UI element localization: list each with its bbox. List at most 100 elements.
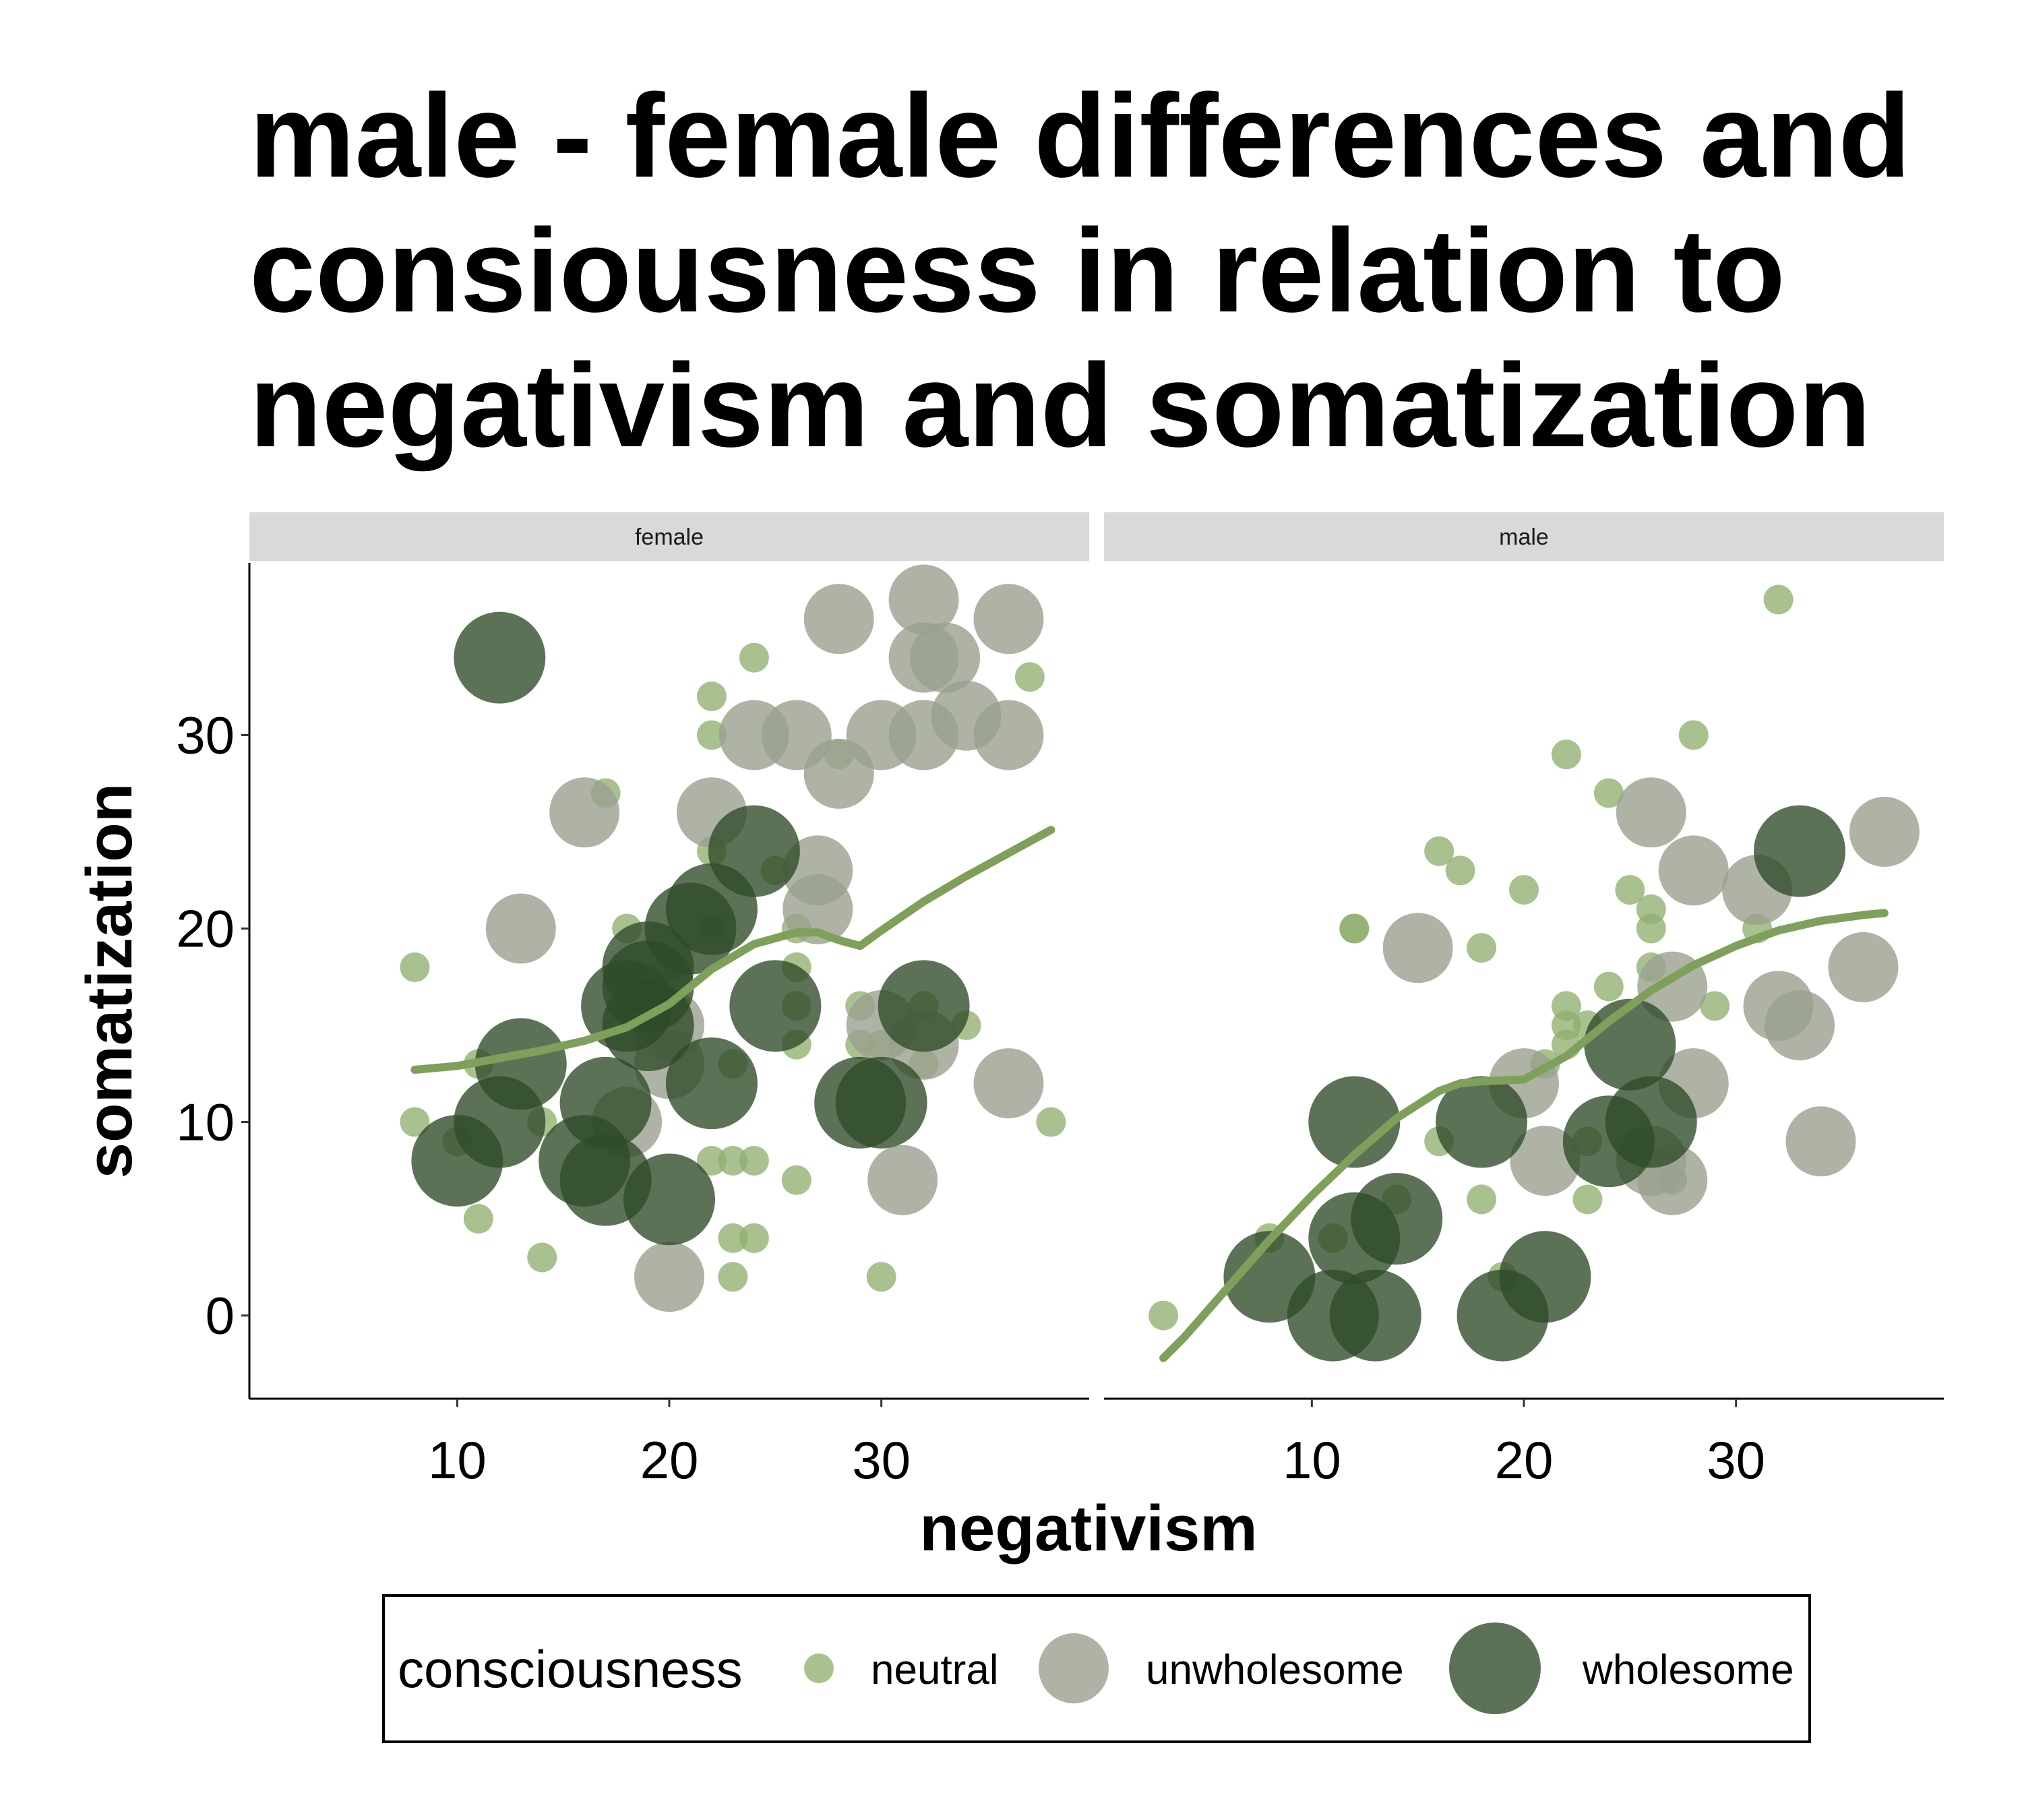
point-neutral bbox=[1445, 855, 1475, 886]
x-tick-label: 30 bbox=[852, 1430, 911, 1490]
strip-male bbox=[1104, 512, 1944, 561]
point-unwholesome bbox=[973, 584, 1044, 655]
point-neutral bbox=[866, 1262, 896, 1292]
point-wholesome bbox=[835, 1056, 927, 1149]
point-wholesome bbox=[1436, 1076, 1528, 1168]
legend-key-neutral bbox=[804, 1654, 834, 1683]
legend-label-unwholesome: unwholesome bbox=[1146, 1647, 1404, 1693]
strip-female bbox=[249, 512, 1089, 561]
point-unwholesome bbox=[1828, 932, 1899, 1002]
point-neutral bbox=[696, 720, 727, 750]
x-tick-label: 10 bbox=[1283, 1430, 1341, 1490]
point-unwholesome bbox=[803, 584, 874, 655]
point-neutral bbox=[1593, 778, 1624, 808]
panel-male: male 10 20 30 bbox=[1104, 512, 1944, 1490]
point-wholesome bbox=[559, 1056, 652, 1149]
point-wholesome bbox=[623, 1153, 715, 1246]
point-wholesome bbox=[1329, 1269, 1421, 1362]
strip-label-female: female bbox=[635, 524, 704, 550]
legend-key-unwholesome bbox=[1039, 1633, 1109, 1703]
point-neutral bbox=[739, 1223, 769, 1253]
x-tick-label: 10 bbox=[428, 1430, 487, 1490]
title-line-3: negativism and somatization bbox=[249, 340, 1871, 472]
point-neutral bbox=[739, 1145, 769, 1176]
point-unwholesome bbox=[888, 564, 959, 635]
strip-label-male: male bbox=[1499, 524, 1549, 550]
y-tick-label: 20 bbox=[176, 899, 235, 959]
point-unwholesome bbox=[1616, 777, 1686, 848]
point-wholesome bbox=[1584, 998, 1676, 1091]
legend-label-wholesome: wholesome bbox=[1582, 1647, 1794, 1693]
point-wholesome bbox=[1351, 1173, 1443, 1265]
legend-title: consciousness bbox=[398, 1639, 743, 1699]
point-unwholesome bbox=[910, 622, 981, 693]
point-neutral bbox=[696, 681, 727, 712]
point-wholesome bbox=[1499, 1231, 1591, 1323]
point-unwholesome bbox=[1382, 913, 1453, 983]
point-neutral bbox=[1148, 1300, 1179, 1331]
point-neutral bbox=[1467, 1184, 1497, 1215]
point-unwholesome bbox=[867, 1145, 938, 1215]
legend-key-wholesome bbox=[1449, 1622, 1541, 1714]
point-neutral bbox=[1572, 1184, 1603, 1215]
point-neutral bbox=[1763, 584, 1794, 615]
point-neutral bbox=[1014, 662, 1045, 692]
point-unwholesome bbox=[549, 777, 620, 848]
point-wholesome bbox=[878, 960, 970, 1052]
point-wholesome bbox=[729, 960, 822, 1052]
point-unwholesome bbox=[485, 893, 556, 964]
point-neutral bbox=[739, 642, 769, 673]
point-unwholesome bbox=[1849, 796, 1920, 867]
point-neutral bbox=[400, 1107, 430, 1137]
point-wholesome bbox=[411, 1114, 503, 1207]
point-unwholesome bbox=[783, 874, 853, 944]
point-wholesome bbox=[454, 611, 546, 704]
point-neutral bbox=[1636, 913, 1666, 944]
point-neutral bbox=[1509, 875, 1539, 905]
smooth-line bbox=[410, 826, 1055, 1074]
point-neutral bbox=[1467, 933, 1497, 963]
point-neutral bbox=[781, 1165, 811, 1195]
point-wholesome bbox=[1754, 805, 1846, 897]
panel-female: female 10 20 30 0 10 20 30 bbox=[176, 512, 1089, 1490]
point-neutral bbox=[527, 1242, 557, 1273]
point-neutral bbox=[1551, 739, 1581, 770]
point-neutral bbox=[1424, 836, 1454, 866]
point-neutral bbox=[1036, 1107, 1066, 1137]
point-unwholesome bbox=[634, 1242, 704, 1312]
point-neutral bbox=[1700, 991, 1730, 1021]
point-neutral bbox=[1615, 875, 1645, 905]
x-tick-label: 20 bbox=[1495, 1430, 1554, 1490]
point-neutral bbox=[1339, 913, 1370, 944]
point-neutral bbox=[718, 1223, 748, 1253]
legend-label-neutral: neutral bbox=[871, 1647, 999, 1693]
point-wholesome bbox=[1605, 1076, 1697, 1168]
title-line-2: consiousness in relation to bbox=[249, 205, 1785, 337]
point-unwholesome bbox=[1785, 1106, 1856, 1177]
point-unwholesome bbox=[973, 700, 1044, 770]
point-unwholesome bbox=[1658, 835, 1729, 906]
chart-title: male - female differences and consiousne… bbox=[249, 70, 1911, 472]
point-neutral bbox=[463, 1204, 493, 1234]
point-unwholesome bbox=[1510, 1125, 1581, 1196]
point-neutral bbox=[1593, 971, 1624, 1002]
x-tick-label: 30 bbox=[1707, 1430, 1765, 1490]
point-wholesome bbox=[708, 805, 800, 897]
point-unwholesome bbox=[973, 1048, 1044, 1119]
legend: consciousness neutral unwholesome wholes… bbox=[382, 1594, 1811, 1743]
title-line-1: male - female differences and bbox=[249, 70, 1911, 202]
facet-panels: female 10 20 30 0 10 20 30 male 10 20 30 bbox=[176, 512, 1944, 1490]
point-neutral bbox=[696, 1145, 727, 1176]
point-neutral bbox=[718, 1145, 748, 1176]
point-unwholesome bbox=[1765, 990, 1835, 1061]
point-neutral bbox=[1678, 720, 1709, 750]
point-neutral bbox=[400, 952, 430, 982]
y-tick-label: 10 bbox=[176, 1093, 235, 1152]
y-axis-title: somatization bbox=[73, 783, 146, 1179]
point-wholesome bbox=[665, 1037, 758, 1130]
x-axis-title: negativism bbox=[919, 1492, 1258, 1565]
point-neutral bbox=[718, 1262, 748, 1292]
y-tick-label: 0 bbox=[206, 1286, 235, 1345]
point-wholesome bbox=[1308, 1076, 1401, 1168]
